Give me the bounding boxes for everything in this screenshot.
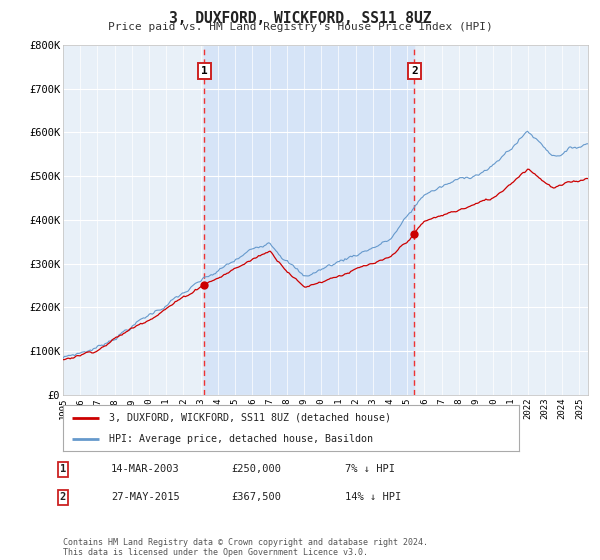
Text: 7% ↓ HPI: 7% ↓ HPI	[345, 464, 395, 474]
Text: Contains HM Land Registry data © Crown copyright and database right 2024.
This d: Contains HM Land Registry data © Crown c…	[63, 538, 428, 557]
Text: 1: 1	[201, 66, 208, 76]
Text: 27-MAY-2015: 27-MAY-2015	[111, 492, 180, 502]
Text: 1: 1	[60, 464, 66, 474]
Text: £250,000: £250,000	[231, 464, 281, 474]
Text: 14% ↓ HPI: 14% ↓ HPI	[345, 492, 401, 502]
Text: 3, DUXFORD, WICKFORD, SS11 8UZ: 3, DUXFORD, WICKFORD, SS11 8UZ	[169, 11, 431, 26]
Text: Price paid vs. HM Land Registry's House Price Index (HPI): Price paid vs. HM Land Registry's House …	[107, 22, 493, 32]
Text: 3, DUXFORD, WICKFORD, SS11 8UZ (detached house): 3, DUXFORD, WICKFORD, SS11 8UZ (detached…	[109, 413, 391, 423]
Bar	[205, 45, 415, 395]
Text: £367,500: £367,500	[231, 492, 281, 502]
Text: 2: 2	[60, 492, 66, 502]
Text: 14-MAR-2003: 14-MAR-2003	[111, 464, 180, 474]
Text: 2: 2	[411, 66, 418, 76]
Text: HPI: Average price, detached house, Basildon: HPI: Average price, detached house, Basi…	[109, 435, 373, 444]
